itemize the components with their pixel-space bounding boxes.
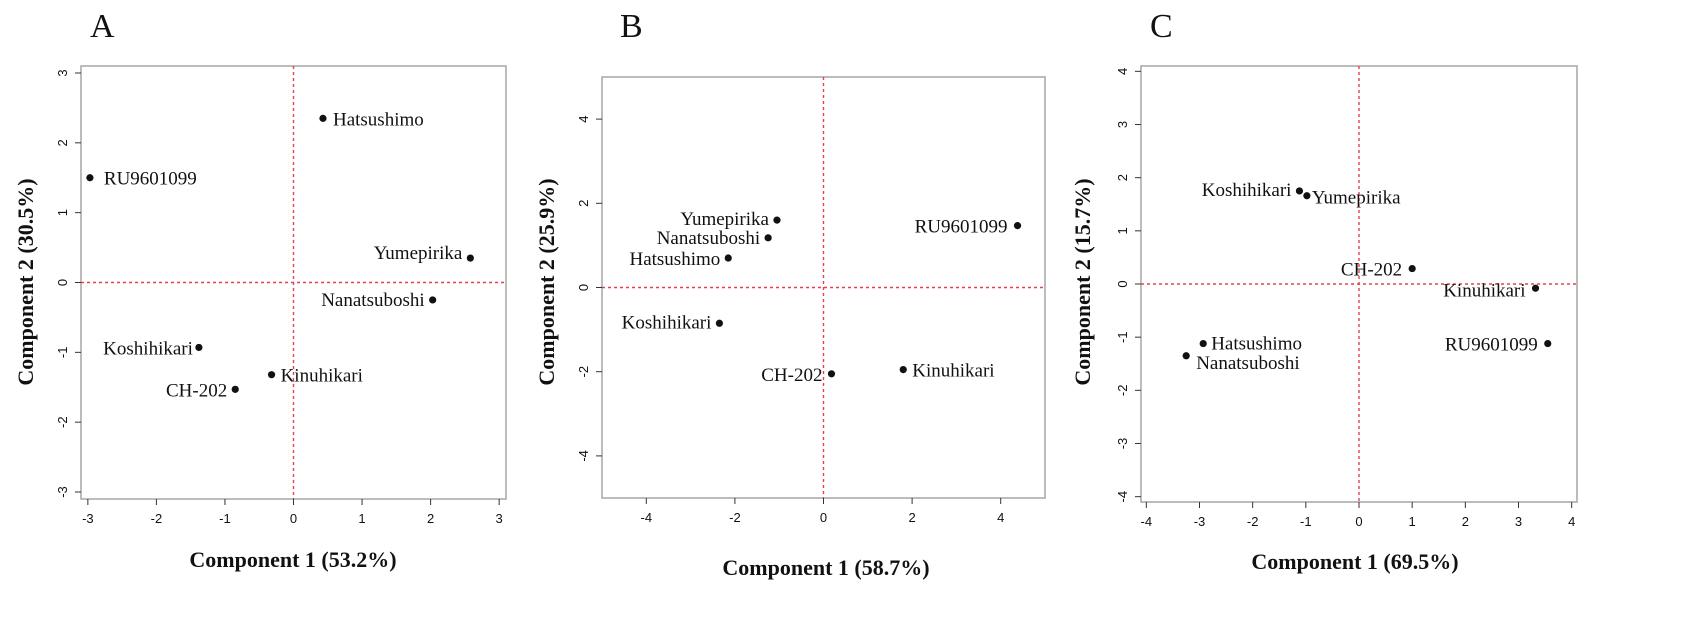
panel-letter: A [90, 8, 115, 45]
y-tick-label: -3 [55, 486, 70, 498]
point-hatsushimo [1199, 339, 1207, 348]
x-tick-label: 2 [1462, 514, 1469, 529]
point-label-nanatsuboshi: Nanatsuboshi [1196, 353, 1299, 374]
point-ch-202 [231, 385, 239, 393]
y-tick-label: -2 [1115, 385, 1130, 397]
point-kinuhikari [899, 365, 907, 374]
point-label-nanatsuboshi: Nanatsuboshi [657, 228, 760, 249]
panel-letter: C [1150, 8, 1173, 45]
point-label-yumepirika: Yumepirika [1312, 188, 1401, 209]
point-ru9601099 [1013, 222, 1022, 230]
point-label-kinuhikari: Kinuhikari [912, 361, 994, 382]
point-label-kinuhikari: Kinuhikari [281, 366, 363, 387]
x-axis-title: Component 1 (53.2%) [189, 547, 396, 572]
y-tick-label: -4 [1115, 491, 1130, 503]
point-label-ru9601099: RU9601099 [1445, 335, 1538, 356]
x-tick-label: 1 [358, 511, 365, 526]
point-label-ch-202: CH-202 [166, 380, 227, 401]
point-nanatsuboshi [764, 234, 772, 242]
y-tick-label: -2 [55, 416, 70, 428]
point-ru9601099 [1544, 339, 1552, 348]
point-yumepirika [466, 254, 474, 262]
point-label-ch-202: CH-202 [761, 365, 822, 386]
x-tick-label: 2 [908, 510, 915, 525]
x-axis-title: Component 1 (69.5%) [1251, 549, 1458, 574]
x-tick-label: 3 [1515, 514, 1522, 529]
point-label-hatsushimo: Hatsushimo [629, 249, 720, 270]
point-label-ch-202: CH-202 [1341, 260, 1402, 281]
y-tick-label: -1 [1115, 331, 1130, 343]
x-tick-label: -1 [219, 511, 231, 526]
y-tick-label: -3 [1115, 438, 1130, 450]
point-label-kinuhikari: Kinuhikari [1443, 280, 1525, 301]
panel-letter: B [620, 8, 643, 45]
x-tick-label: 4 [1568, 514, 1575, 529]
y-axis-title: Component 2 (25.9%) [534, 178, 559, 385]
x-tick-label: -4 [641, 510, 653, 525]
point-ru9601099 [86, 174, 94, 182]
y-tick-label: 2 [55, 139, 70, 146]
point-koshihikari [195, 343, 203, 352]
point-label-nanatsuboshi: Nanatsuboshi [321, 290, 424, 311]
point-yumepirika [773, 216, 781, 224]
x-tick-label: -3 [82, 511, 94, 526]
point-label-koshihikari: Koshihikari [1202, 180, 1292, 201]
panel-a: A -3 -2 -1 0 1 2 3 -3 -2 -1 0 1 2 3 Component 1 (53.2%)… [13, 8, 507, 572]
y-tick-label: -2 [576, 366, 591, 378]
x-tick-label: -3 [1194, 514, 1206, 529]
point-label-yumepirika: Yumepirika [680, 209, 769, 230]
y-tick-label: 2 [1115, 174, 1130, 181]
y-tick-label: 0 [55, 279, 70, 286]
y-tick-label: 1 [55, 209, 70, 216]
x-tick-label: -1 [1300, 514, 1312, 529]
point-kinuhikari [267, 371, 276, 379]
x-tick-label: 1 [1409, 514, 1416, 529]
y-tick-label: 0 [576, 284, 591, 291]
y-tick-label: 0 [1115, 280, 1130, 287]
y-axis-title: Component 2 (15.7%) [1070, 178, 1095, 385]
x-tick-label: 0 [290, 511, 297, 526]
point-koshihikari [715, 319, 723, 327]
x-tick-label: 0 [1355, 514, 1362, 529]
y-axis-title: Component 2 (30.5%) [13, 178, 38, 385]
point-label-hatsushimo: Hatsushimo [333, 109, 424, 130]
point-label-ru9601099: RU9601099 [915, 217, 1008, 238]
x-axis-title: Component 1 (58.7%) [722, 555, 929, 580]
point-hatsushimo [724, 254, 732, 262]
point-ch-202 [827, 370, 836, 378]
point-ch-202 [1408, 264, 1416, 273]
point-kinuhikari [1531, 284, 1540, 292]
point-nanatsuboshi [1182, 352, 1190, 360]
y-tick-label: -4 [576, 450, 591, 462]
x-tick-label: 3 [496, 511, 503, 526]
point-yumepirika [1303, 192, 1311, 200]
panel-b: B -4 -2 0 2 4 -4 -2 0 2 4 Component 1 (58.7%) Compon… [534, 8, 1046, 580]
y-tick-label: -1 [55, 347, 70, 359]
point-label-koshihikari: Koshihikari [103, 338, 193, 359]
y-tick-label: 3 [1115, 121, 1130, 128]
point-label-yumepirika: Yumepirika [374, 243, 463, 264]
x-tick-label: 4 [997, 510, 1004, 525]
point-label-ru9601099: RU9601099 [104, 169, 197, 190]
y-tick-label: 1 [1115, 227, 1130, 234]
y-tick-label: 4 [1115, 68, 1130, 75]
x-tick-label: 2 [427, 511, 434, 526]
point-koshihikari [1295, 187, 1304, 195]
point-nanatsuboshi [429, 296, 437, 304]
y-tick-label: 4 [576, 115, 591, 122]
point-hatsushimo [319, 114, 327, 122]
x-tick-label: -4 [1141, 514, 1153, 529]
point-label-koshihikari: Koshihikari [622, 312, 712, 333]
point-label-hatsushimo: Hatsushimo [1211, 334, 1302, 355]
panel-c: C -4 -3 -2 -1 0 1 2 3 4 -4 -3 -2 -1 0 1 2 3 4 Component 1 (… [1070, 8, 1578, 574]
y-tick-label: 2 [576, 200, 591, 207]
x-tick-label: -2 [151, 511, 163, 526]
x-tick-label: -2 [1247, 514, 1259, 529]
x-tick-label: -2 [729, 510, 741, 525]
x-tick-label: 0 [820, 510, 827, 525]
y-tick-label: 3 [55, 69, 70, 76]
